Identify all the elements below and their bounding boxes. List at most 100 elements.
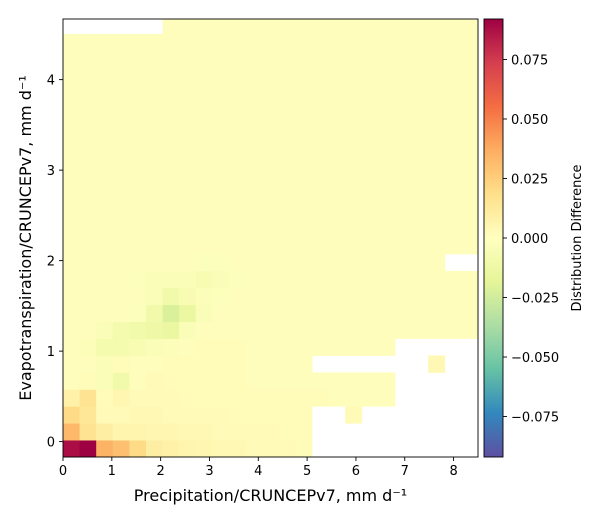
heatmap-cell xyxy=(444,101,462,119)
heatmap-cell xyxy=(229,101,246,119)
heatmap-cell xyxy=(411,19,429,35)
heatmap-cell xyxy=(63,118,80,136)
heatmap-cell xyxy=(361,118,379,136)
heatmap-cell xyxy=(461,203,479,221)
heatmap-cell xyxy=(146,423,163,441)
heatmap-cell xyxy=(162,440,180,458)
heatmap-cell xyxy=(411,67,429,86)
heatmap-cell xyxy=(96,152,114,170)
heatmap-cell xyxy=(112,253,130,272)
heatmap-cell xyxy=(428,220,446,238)
heatmap-cell xyxy=(63,67,80,86)
heatmap-cells xyxy=(63,19,479,458)
heatmap-cell xyxy=(411,33,429,52)
heatmap-cell xyxy=(79,33,97,52)
heatmap-cell xyxy=(146,186,163,204)
heatmap-cell xyxy=(428,67,446,86)
heatmap-cell xyxy=(444,203,462,221)
heatmap-cell xyxy=(395,169,412,187)
y-tick-label: 1 xyxy=(47,345,55,360)
heatmap-cell xyxy=(63,220,80,238)
heatmap-cell xyxy=(245,321,263,339)
heatmap-cell xyxy=(96,253,114,272)
heatmap-cell xyxy=(262,237,280,255)
heatmap-cell xyxy=(112,84,130,103)
heatmap-cell xyxy=(146,169,163,187)
heatmap-cell xyxy=(96,50,114,69)
heatmap-cell xyxy=(345,186,363,204)
heatmap-cell xyxy=(361,67,379,86)
heatmap-cell xyxy=(129,118,147,136)
heatmap-cell xyxy=(378,253,396,272)
heatmap-cell xyxy=(328,253,346,272)
heatmap-cell xyxy=(395,203,412,221)
heatmap-cell xyxy=(345,101,363,119)
heatmap-cell xyxy=(295,33,313,52)
heatmap-cell xyxy=(444,67,462,86)
y-axis-label: Evapotranspiration/CRUNCEPv7, mm d⁻¹ xyxy=(16,75,35,400)
heatmap-cell xyxy=(345,84,363,103)
heatmap-cell xyxy=(428,355,446,373)
heatmap-cell xyxy=(428,321,446,339)
heatmap-cell xyxy=(461,220,479,238)
heatmap-cell xyxy=(411,169,429,187)
heatmap-cell xyxy=(63,304,80,323)
heatmap-cell xyxy=(229,423,246,441)
heatmap-cell xyxy=(312,287,329,306)
heatmap-cell xyxy=(345,67,363,86)
heatmap-cell xyxy=(112,67,130,86)
heatmap-cell xyxy=(395,101,412,119)
heatmap-cell xyxy=(79,355,97,373)
heatmap-cell xyxy=(63,406,80,424)
heatmap-cell xyxy=(162,389,180,407)
heatmap-cell xyxy=(96,406,114,424)
heatmap-cell xyxy=(411,186,429,204)
heatmap-cell xyxy=(262,84,280,103)
heatmap-cell xyxy=(444,33,462,52)
heatmap-cell xyxy=(378,84,396,103)
heatmap-cell xyxy=(428,270,446,289)
heatmap-cell xyxy=(212,423,230,441)
heatmap-cell xyxy=(179,33,197,52)
heatmap-cell xyxy=(162,19,180,35)
heatmap-cell xyxy=(245,101,263,119)
heatmap-cell xyxy=(312,135,329,153)
heatmap-cell xyxy=(444,169,462,187)
heatmap-cell xyxy=(262,135,280,153)
heatmap-cell xyxy=(212,270,230,289)
heatmap-cell xyxy=(378,19,396,35)
heatmap-cell xyxy=(461,84,479,103)
y-tick-label: 4 xyxy=(47,74,55,89)
heatmap-cell xyxy=(345,287,363,306)
heatmap-cell xyxy=(461,152,479,170)
heatmap-cell xyxy=(96,372,114,390)
colorbar-tick-label: 0.050 xyxy=(511,113,548,128)
y-tick-label: 2 xyxy=(47,255,55,270)
heatmap-cell xyxy=(195,118,213,136)
heatmap-cell xyxy=(146,220,163,238)
heatmap-cell xyxy=(461,67,479,86)
heatmap-cell xyxy=(295,304,313,323)
heatmap-cell xyxy=(129,287,147,306)
heatmap-cell xyxy=(162,67,180,86)
heatmap-cell xyxy=(195,19,213,35)
heatmap-cell xyxy=(229,270,246,289)
heatmap-cell xyxy=(162,186,180,204)
heatmap-cell xyxy=(146,304,163,323)
heatmap-cell xyxy=(162,304,180,323)
y-tick-label: 3 xyxy=(47,164,55,179)
heatmap-cell xyxy=(328,287,346,306)
heatmap-cell xyxy=(444,220,462,238)
colorbar xyxy=(483,18,504,458)
heatmap-cell xyxy=(79,270,97,289)
heatmap-cell xyxy=(162,338,180,356)
heatmap-cell xyxy=(312,372,329,390)
heatmap-cell xyxy=(461,287,479,306)
heatmap-cell xyxy=(179,84,197,103)
heatmap-cell xyxy=(179,440,197,458)
heatmap-cell xyxy=(278,19,296,35)
heatmap-cell xyxy=(112,118,130,136)
heatmap-cell xyxy=(212,237,230,255)
heatmap-cell xyxy=(295,372,313,390)
heatmap-cell xyxy=(278,304,296,323)
